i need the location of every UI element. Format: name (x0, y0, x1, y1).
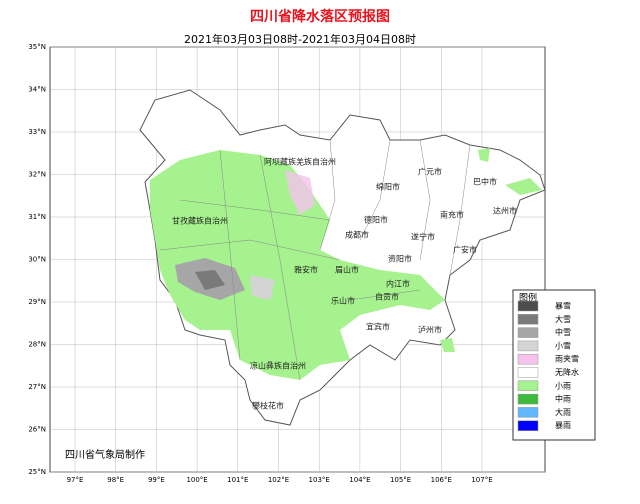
lon-label: 101°E (227, 476, 248, 484)
legend-swatch (517, 380, 539, 392)
place-label: 南充市 (440, 210, 464, 220)
place-label: 巴中市 (473, 177, 497, 187)
place-label: 资阳市 (388, 254, 412, 264)
lon-label: 106°E (431, 476, 452, 484)
legend-label: 中雪 (555, 327, 571, 337)
legend-swatch (517, 420, 539, 431)
legend-label: 雨夹雪 (555, 354, 579, 364)
place-label: 雅安市 (294, 265, 318, 275)
place-label: 攀枝花市 (252, 401, 284, 411)
lat-label: 34°N (28, 86, 46, 94)
place-label: 达州市 (493, 206, 517, 216)
lat-label: 35°N (28, 43, 46, 51)
legend-label: 大雨 (555, 407, 571, 417)
lat-label: 28°N (28, 341, 46, 349)
legend-label: 大雪 (555, 314, 571, 324)
legend-swatch (517, 300, 539, 312)
place-label: 广安市 (453, 245, 477, 255)
legend-swatch (517, 340, 539, 352)
place-label: 眉山市 (335, 265, 359, 275)
place-label: 广元市 (418, 167, 442, 177)
legend-label: 中雨 (555, 394, 571, 404)
county-lines (159, 139, 471, 381)
lon-label: 100°E (186, 476, 207, 484)
place-label: 泸州市 (418, 325, 442, 335)
snow-area (175, 170, 315, 300)
place-label: 自贡市 (375, 292, 399, 302)
lon-label: 97°E (67, 476, 84, 484)
place-label: 内江市 (386, 279, 410, 289)
lon-label: 98°E (107, 476, 124, 484)
lon-label: 104°E (349, 476, 370, 484)
legend-swatch (517, 407, 539, 418)
credit: 四川省气象局制作 (65, 448, 145, 461)
place-label: 遂宁市 (411, 232, 435, 242)
lat-label: 32°N (28, 171, 46, 179)
place-label: 凉山彝族自治州 (250, 361, 306, 371)
legend-swatch (517, 367, 539, 378)
subtitle: 2021年03月03日08时-2021年03月04日08时 (184, 32, 416, 46)
place-label: 绵阳市 (376, 182, 400, 192)
lat-label: 25°N (28, 468, 46, 476)
place-label: 甘孜藏族自治州 (172, 216, 228, 226)
legend-label: 无降水 (555, 367, 579, 377)
lon-label: 99°E (148, 476, 165, 484)
title: 四川省降水落区预报图 (250, 8, 390, 25)
legend-title: 图例 (519, 292, 537, 304)
legend-swatch (517, 393, 539, 405)
lon-label: 103°E (309, 476, 330, 484)
legend-label: 小雪 (555, 341, 571, 350)
legend-swatch (517, 353, 539, 365)
place-label: 宜宾市 (366, 322, 390, 332)
lat-label: 26°N (28, 426, 46, 434)
place-label: 成都市 (345, 230, 369, 240)
lat-label: 27°N (28, 383, 46, 391)
legend-label: 小雨 (555, 381, 571, 390)
legend-label: 暴雪 (555, 302, 571, 311)
lon-label: 102°E (268, 476, 289, 484)
lat-label: 29°N (28, 298, 46, 306)
place-label: 乐山市 (331, 296, 355, 306)
lon-label: 107°E (471, 476, 492, 484)
rain-area (150, 148, 542, 380)
legend-swatch (517, 314, 539, 325)
legend-label: 暴雨 (555, 421, 571, 430)
place-label: 德阳市 (364, 215, 388, 225)
lon-label: 105°E (390, 476, 411, 484)
lat-label: 30°N (28, 256, 46, 264)
lat-label: 33°N (28, 128, 46, 136)
place-label: 阿坝藏族羌族自治州 (264, 157, 336, 167)
legend-swatch (517, 327, 539, 338)
lat-label: 31°N (28, 213, 46, 221)
